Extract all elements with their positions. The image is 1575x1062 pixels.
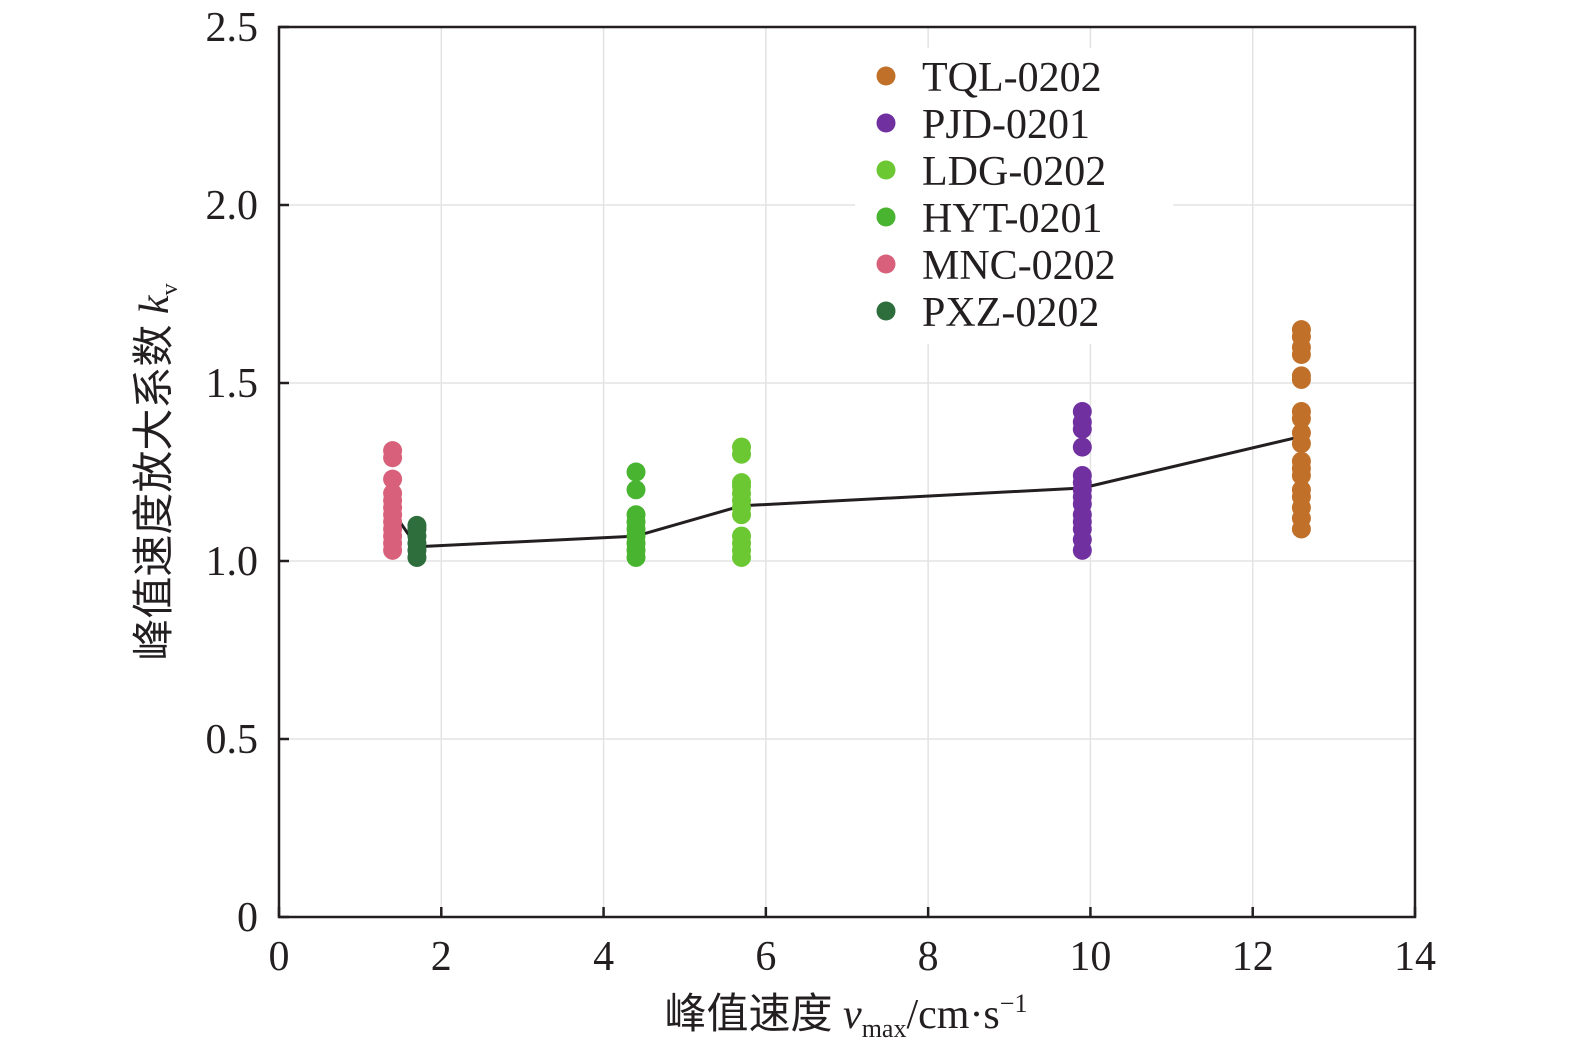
x-tick-label: 2 [431, 934, 452, 980]
y-axis-title: 峰值速度放大系数 kv [132, 283, 183, 660]
series-MNC-0202 [383, 441, 403, 560]
x-tick-label: 10 [1069, 934, 1111, 980]
data-point [732, 526, 752, 546]
legend-label: TQL-0202 [922, 55, 1102, 101]
data-point [732, 473, 752, 493]
data-point [407, 515, 427, 535]
axis-ticks: 0 2 4 6 8 10 12 14 0 0.5 1.0 1.5 2.0 2.5 [206, 5, 1437, 980]
data-point [1072, 466, 1092, 486]
series-PJD-0201 [1072, 401, 1092, 560]
data-point [1291, 320, 1311, 340]
legend-marker [876, 254, 896, 274]
grid-lines [279, 27, 1415, 917]
series-TQL-0202 [1291, 320, 1311, 539]
x-tick-label: 14 [1394, 934, 1436, 980]
y-tick-label: 2.0 [206, 183, 259, 229]
data-point [1291, 480, 1311, 500]
x-axis-symbol: v [843, 992, 862, 1038]
legend: TQL-0202PJD-0201LDG-0202HYT-0201MNC-0202… [855, 48, 1173, 344]
legend-label: HYT-0201 [922, 196, 1102, 242]
legend-label: PXZ-0202 [922, 290, 1099, 336]
mean-line-layer [391, 434, 1302, 549]
x-axis-unit: /cm·s [906, 992, 999, 1038]
y-axis-subscript: v [157, 283, 183, 295]
x-axis-title-text: 峰值速度 [665, 992, 833, 1038]
legend-marker [876, 207, 896, 227]
x-tick-label: 12 [1232, 934, 1274, 980]
x-axis-subscript: max [862, 1014, 907, 1043]
y-axis-symbol: k [132, 294, 178, 314]
series-LDG-0202 [732, 437, 752, 567]
legend-background [855, 48, 1173, 344]
x-tick-label: 6 [755, 934, 776, 980]
data-point [1072, 401, 1092, 421]
x-tick-label: 4 [593, 934, 614, 980]
legend-label: MNC-0202 [922, 243, 1116, 289]
data-point [383, 483, 403, 503]
legend-label: PJD-0201 [922, 102, 1090, 148]
data-points [383, 320, 1311, 567]
data-point [626, 462, 646, 482]
legend-marker [876, 66, 896, 86]
series-HYT-0201 [626, 462, 646, 567]
x-tick-label: 8 [918, 934, 939, 980]
data-point [626, 480, 646, 500]
data-point [1291, 451, 1311, 471]
y-tick-label: 1.5 [206, 361, 259, 407]
data-point [1072, 437, 1092, 457]
series-PXZ-0202 [407, 515, 427, 567]
data-point [1291, 423, 1311, 443]
y-tick-label: 0.5 [206, 717, 259, 763]
data-point [383, 441, 403, 461]
data-point [626, 505, 646, 525]
data-point [732, 437, 752, 457]
y-tick-label: 2.5 [206, 5, 259, 51]
plot-frame [277, 25, 1417, 919]
mean-trend-line [391, 434, 1302, 549]
legend-label: LDG-0202 [922, 149, 1106, 195]
legend-marker [876, 160, 896, 180]
legend-marker [876, 301, 896, 321]
data-point [383, 469, 403, 489]
x-tick-label: 0 [269, 934, 290, 980]
x-axis-unit-exponent: −1 [1000, 989, 1028, 1018]
legend-marker [876, 113, 896, 133]
y-tick-label: 1.0 [206, 539, 259, 585]
y-axis-title-text: 峰值速度放大系数 [132, 325, 178, 661]
data-point [1291, 366, 1311, 386]
y-tick-label: 0 [237, 895, 258, 941]
data-point [1291, 401, 1311, 421]
x-axis-title: 峰值速度 vmax/cm·s−1 [665, 989, 1028, 1043]
